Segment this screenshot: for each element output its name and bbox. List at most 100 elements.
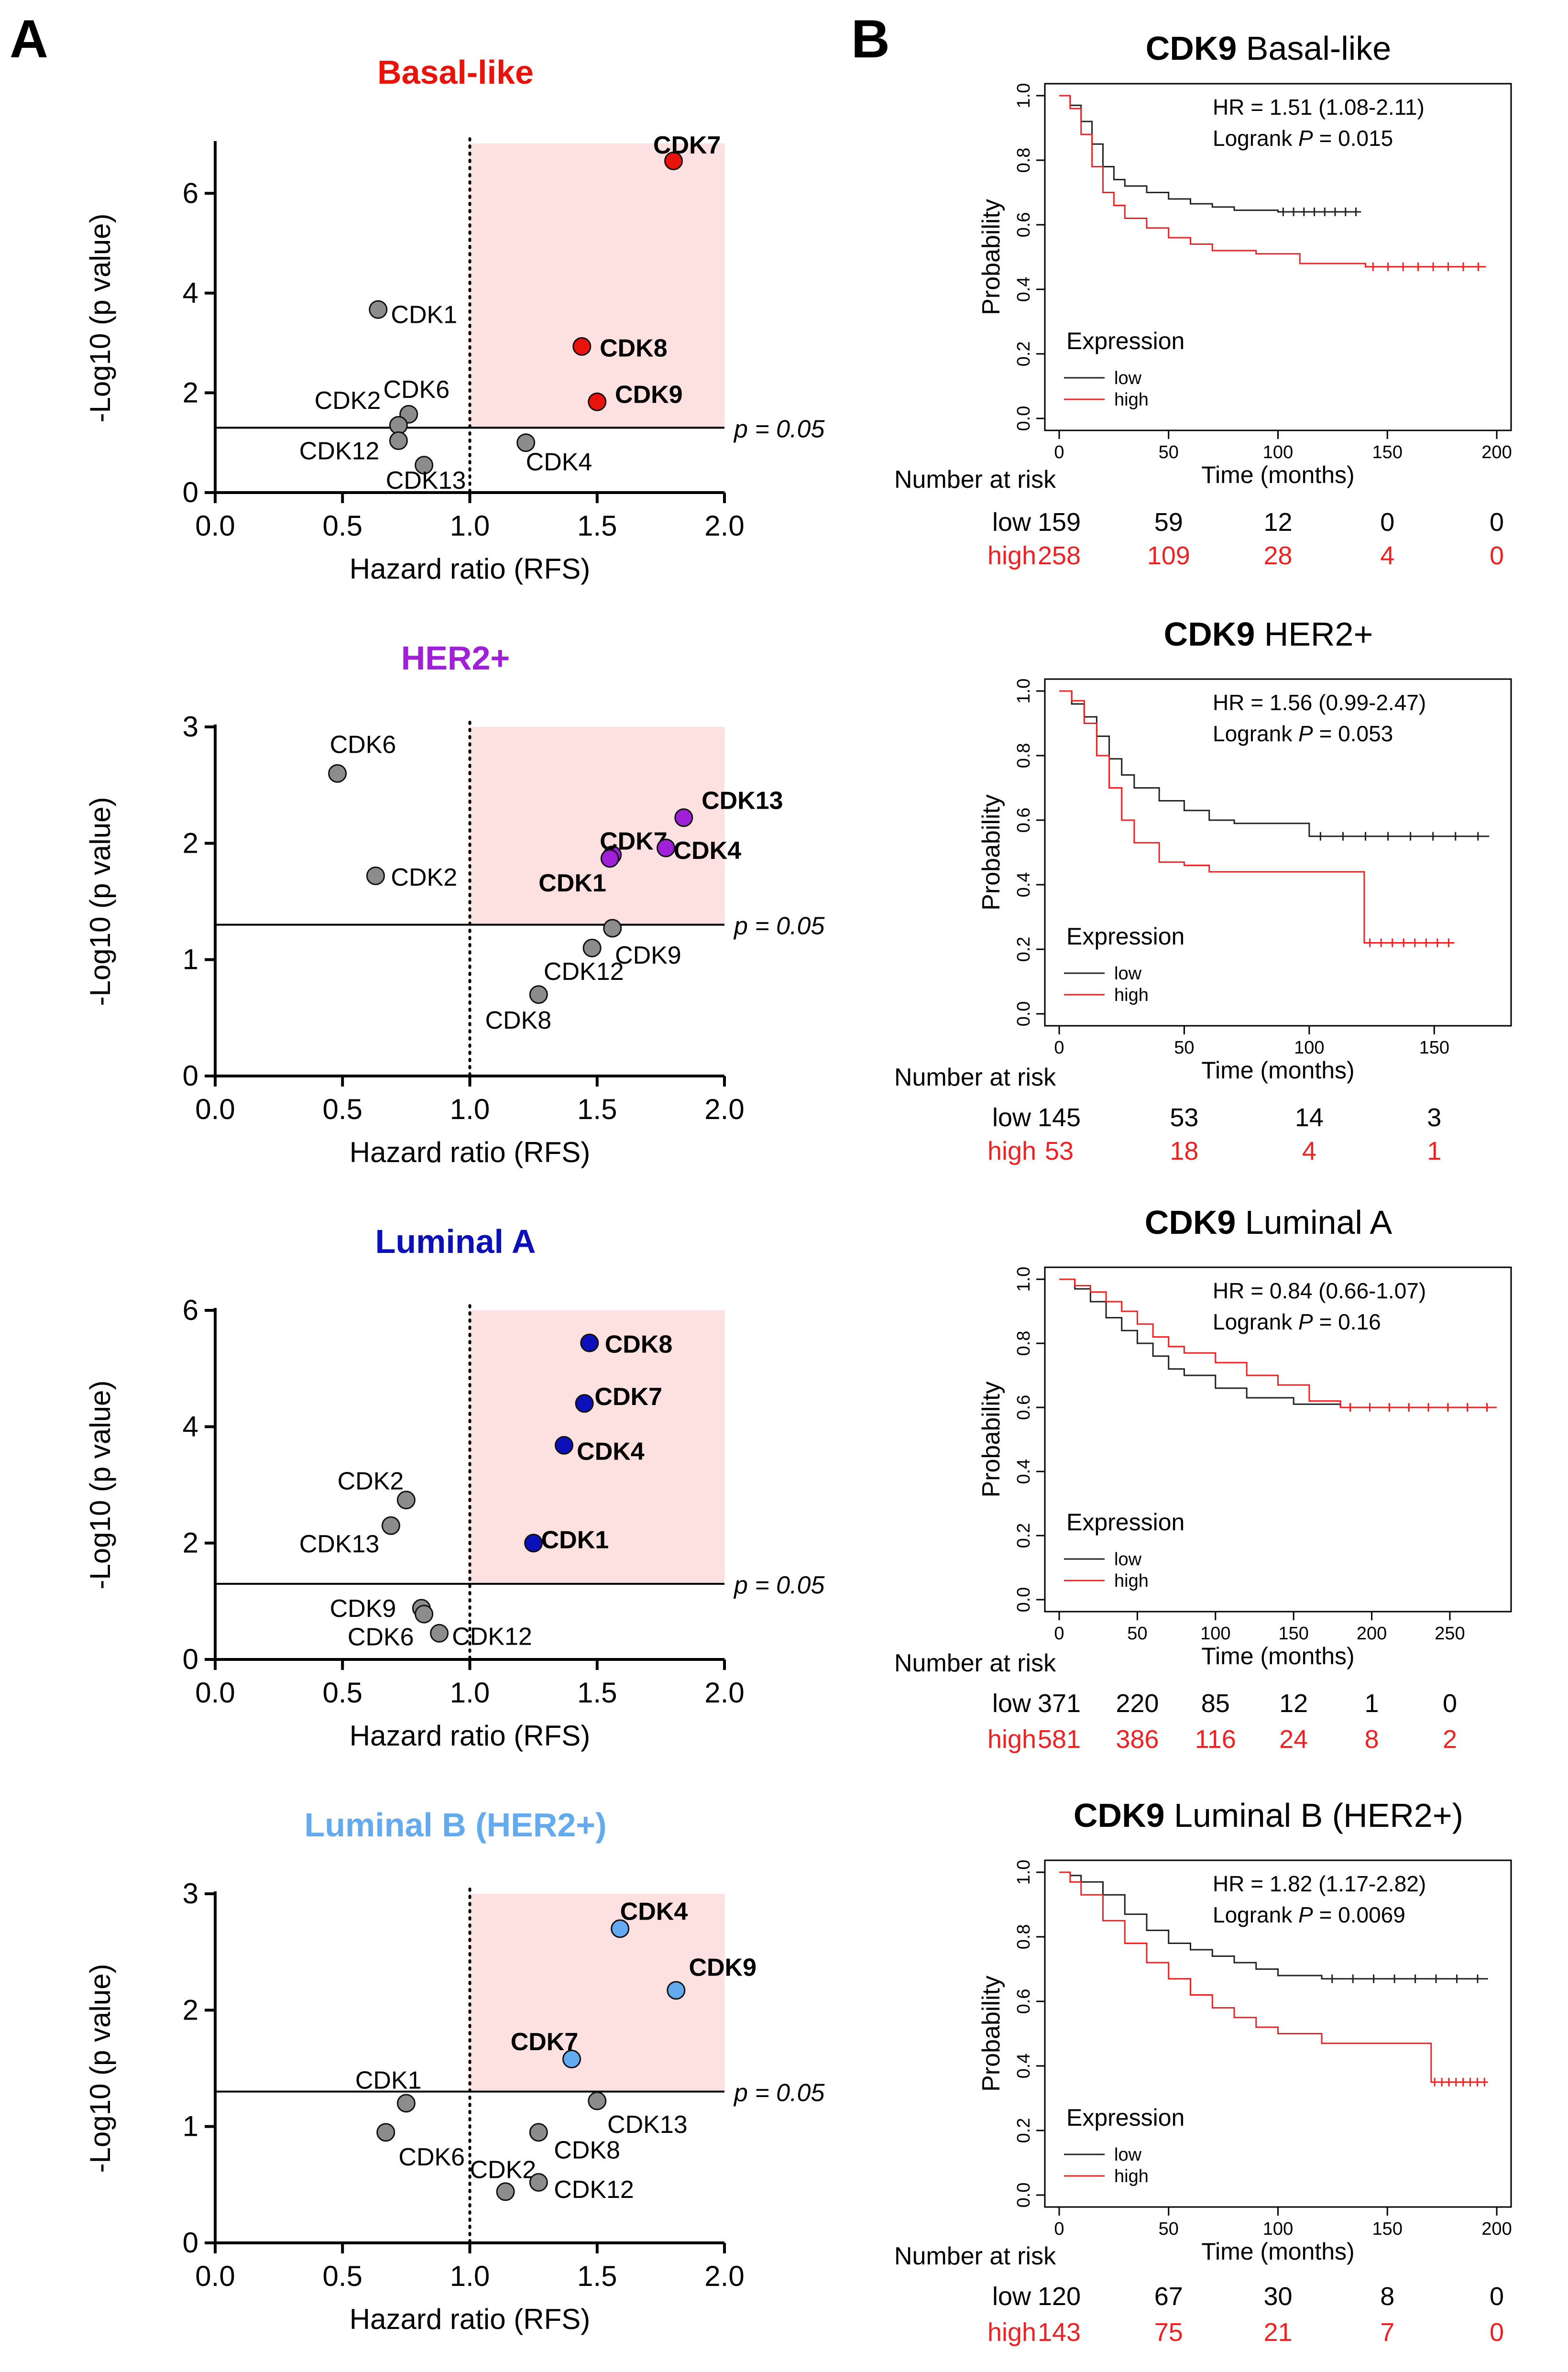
risk-high-value: 386: [1116, 1725, 1159, 1754]
km-curve-high: [1059, 690, 1455, 944]
risk-low-value: 371: [1038, 1689, 1081, 1718]
logrank-p: P: [1298, 1309, 1313, 1334]
chart-title: HER2+: [401, 639, 510, 677]
risk-low-value: 145: [1038, 1103, 1081, 1132]
x-tick-label: 1.0: [450, 2260, 490, 2292]
point-label: CDK8: [554, 2136, 620, 2164]
risk-low-value: 1: [1365, 1689, 1379, 1718]
legend-label-low: low: [1114, 1549, 1142, 1570]
point-label: CDK6: [348, 1624, 414, 1651]
x-tick-label: 2.0: [704, 1677, 744, 1709]
y-tick-label: 0.4: [1014, 277, 1034, 302]
logrank-p: P: [1298, 126, 1313, 151]
y-axis-label: -Log10 (p value): [84, 214, 116, 423]
risk-low-value: 0: [1443, 1689, 1457, 1718]
y-tick-label: 4: [183, 1410, 198, 1442]
chart-title: Basal-like: [377, 54, 534, 91]
x-tick-label: 200: [1357, 1624, 1387, 1644]
risk-low-value: 120: [1038, 2282, 1081, 2311]
legend-title: Expression: [1066, 328, 1184, 354]
x-axis-label: Hazard ratio (RFS): [350, 1136, 590, 1168]
logrank-value: = 0.015: [1313, 126, 1393, 151]
logrank-text: Logrank P = 0.0069: [1213, 1902, 1405, 1927]
km-curve-high: [1059, 1871, 1488, 2083]
logrank-value: = 0.053: [1313, 721, 1393, 746]
scatter-chart-4: Luminal B (HER2+) p = 0.05 0.0 0.5 1.0 1.5 2.0…: [84, 1806, 825, 2335]
risk-low-value: 85: [1201, 1689, 1230, 1718]
y-tick-label: 0.0: [1014, 406, 1034, 431]
y-tick-label: 0: [183, 2227, 198, 2259]
point-cdk9: [667, 1981, 686, 2000]
y-tick-label: 0.0: [1014, 1587, 1034, 1613]
x-tick-label: 100: [1294, 1038, 1324, 1058]
legend-label-low: low: [1114, 368, 1142, 388]
logrank-value: = 0.16: [1313, 1309, 1381, 1334]
risk-low-value: 0: [1490, 2282, 1504, 2311]
legend-title: Expression: [1066, 2104, 1184, 2131]
y-tick-label: 1.0: [1014, 679, 1034, 704]
x-tick-label: 200: [1481, 442, 1512, 462]
risk-high-label: high: [987, 541, 1036, 570]
point-label: CDK7: [511, 2028, 579, 2056]
chart-title: Luminal B (HER2+): [304, 1806, 606, 1844]
risk-high-value: 143: [1038, 2318, 1081, 2347]
y-axis-label: -Log10 (p value): [84, 1381, 116, 1590]
point-cdk4: [657, 838, 676, 857]
point-label: CDK4: [620, 1898, 688, 1926]
threshold-label: p = 0.05: [733, 2079, 825, 2107]
risk-low-label: low: [992, 2282, 1031, 2311]
y-axis-label: -Log10 (p value): [84, 1964, 116, 2173]
x-tick-label: 0.5: [323, 1677, 362, 1709]
x-tick-label: 0: [1054, 442, 1064, 462]
point-cdk13: [415, 456, 434, 475]
y-tick-label: 0.6: [1014, 808, 1034, 833]
x-tick-label: 0: [1054, 1038, 1064, 1058]
risk-low-value: 30: [1263, 2282, 1292, 2311]
point-label: CDK9: [689, 1954, 757, 1981]
y-tick-label: 4: [183, 277, 198, 309]
point-label: CDK6: [383, 376, 450, 404]
point-label: CDK2: [391, 864, 457, 891]
legend-label-high: high: [1114, 2166, 1149, 2186]
risk-low-value: 12: [1263, 508, 1292, 537]
y-tick-label: 0.2: [1014, 937, 1034, 962]
x-axis-label: Time (months): [1201, 1643, 1354, 1669]
hr-text: HR = 0.84 (0.66-1.07): [1213, 1278, 1426, 1303]
point-label: CDK1: [541, 1526, 609, 1554]
point-cdk7: [664, 152, 683, 170]
logrank-p: P: [1298, 721, 1313, 746]
point-cdk12: [582, 938, 602, 957]
legend-label-high: high: [1114, 390, 1149, 410]
plot-frame: [1044, 1266, 1512, 1613]
x-tick-label: 0.0: [195, 2260, 235, 2292]
point-cdk2: [366, 866, 385, 885]
point-label: CDK13: [299, 1530, 380, 1558]
point-label: CDK8: [605, 1331, 673, 1359]
y-tick-label: 0.8: [1014, 148, 1034, 173]
legend-label-high: high: [1114, 985, 1149, 1005]
y-tick-label: 0.6: [1014, 1395, 1034, 1420]
point-label: CDK12: [544, 958, 624, 986]
point-cdk6: [415, 1604, 434, 1624]
point-cdk1: [369, 300, 388, 319]
point-label: CDK13: [386, 467, 466, 494]
km-chart-2: CDK9 HER2+ 0 50 100 150 0.0 0.2 0.4 0.6 0.8 1.0 Tim…: [894, 615, 1512, 1165]
risk-low-value: 220: [1116, 1689, 1159, 1718]
point-label: CDK9: [330, 1595, 396, 1623]
point-label: CDK2: [338, 1467, 404, 1495]
significance-region: [470, 143, 724, 428]
risk-high-label: high: [987, 1137, 1036, 1165]
km-title-subtype: Basal-like: [1237, 30, 1391, 67]
x-tick-label: 100: [1200, 1624, 1230, 1644]
x-tick-label: 0.5: [323, 510, 362, 542]
risk-high-value: 53: [1045, 1137, 1074, 1165]
scatter-chart-3: Luminal A p = 0.05 0.0 0.5 1.0 1.5 2.0 0 2 4 6 Haza…: [84, 1223, 825, 1752]
hr-text: HR = 1.56 (0.99-2.47): [1213, 690, 1426, 715]
y-tick-label: 2: [183, 1994, 198, 2026]
point-label: CDK7: [594, 1383, 662, 1411]
point-cdk2: [389, 416, 408, 435]
threshold-label: p = 0.05: [733, 1571, 825, 1599]
point-label: CDK12: [554, 2176, 634, 2204]
y-tick-label: 0.4: [1014, 872, 1034, 898]
panel-label-a: A: [10, 9, 48, 69]
